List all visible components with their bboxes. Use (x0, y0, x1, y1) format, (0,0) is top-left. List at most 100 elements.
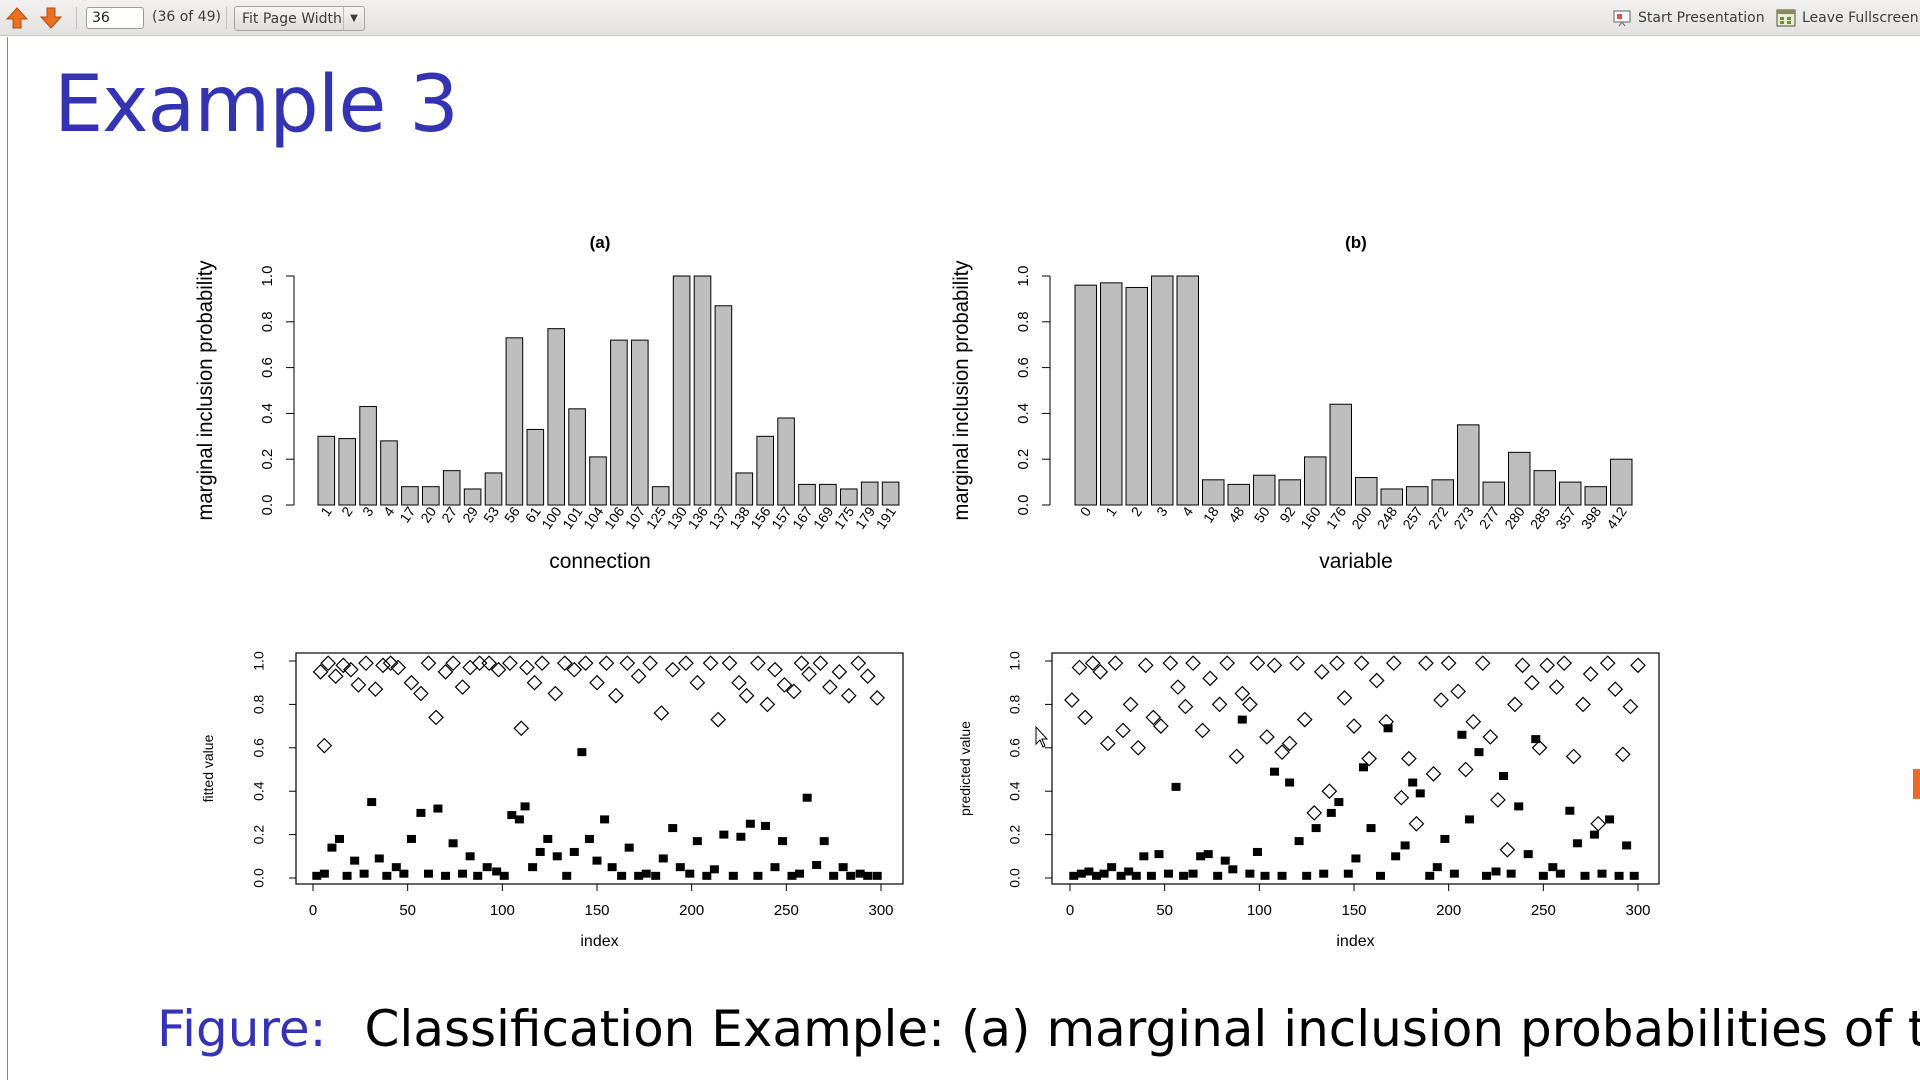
zoom-select[interactable]: Fit Page Width ▼ (234, 6, 365, 31)
open-diamond-point (1115, 722, 1131, 739)
open-diamond-point (1313, 664, 1330, 680)
filled-square-point (1294, 837, 1304, 846)
bar (1278, 479, 1301, 506)
x-axis-label: index (580, 933, 618, 950)
x-tick-label: 50 (1251, 503, 1273, 525)
x-tick-label: 4 (380, 504, 398, 520)
bar (881, 481, 900, 506)
x-tick-label: 257 (1399, 503, 1426, 531)
open-diamond-point (490, 661, 507, 678)
x-tick-label: 398 (1578, 503, 1605, 531)
filled-square-point (1084, 867, 1094, 876)
open-diamond-point (1306, 805, 1323, 821)
open-diamond-point (343, 661, 359, 678)
open-diamond-point (1122, 696, 1139, 713)
filled-square-point (1131, 871, 1141, 880)
fullscreen-icon (1776, 9, 1796, 27)
filled-square-point (1457, 730, 1467, 739)
bar (714, 305, 733, 506)
filled-square-point (391, 863, 401, 872)
filled-square-point (1555, 869, 1565, 878)
x-tick-label: 357 (1552, 503, 1579, 531)
x-tick-label: 3 (1153, 504, 1171, 520)
open-diamond-point (502, 655, 518, 672)
y-tick-label: 0.0 (259, 495, 276, 516)
x-axis-label: variable (1319, 550, 1393, 573)
filled-square-point (1548, 863, 1558, 872)
filled-square-point (819, 837, 829, 846)
x-tick-label: 56 (501, 503, 523, 525)
filled-square-point (535, 847, 545, 856)
x-tick-label: 250 (774, 902, 799, 919)
open-diamond-point (462, 659, 478, 676)
y-tick-label: 0.2 (1007, 825, 1023, 845)
figure-caption: Figure: Classification Example: (a) margi… (157, 1000, 1920, 1058)
bar (505, 337, 524, 506)
open-diamond-point (1353, 655, 1370, 672)
filled-square-point (1499, 772, 1509, 781)
filled-square-point (675, 863, 685, 872)
x-tick-label: 169 (810, 503, 837, 531)
toolbar-separator (76, 7, 77, 29)
open-diamond-point (1507, 696, 1523, 713)
filled-square-point (1237, 715, 1247, 724)
open-diamond-point (1145, 709, 1162, 726)
bar (860, 481, 879, 506)
x-tick-label: 2 (1128, 504, 1146, 520)
filled-square-point (448, 839, 458, 848)
slide-title: Example 3 (54, 60, 459, 150)
open-diamond-point (1211, 696, 1228, 713)
x-tick-label: 130 (664, 503, 691, 531)
open-diamond-point (1425, 765, 1442, 782)
start-presentation-button[interactable]: Start Presentation (1612, 6, 1765, 30)
filled-square-point (465, 852, 475, 861)
open-diamond-point (526, 674, 543, 691)
bar (317, 435, 336, 506)
filled-square-point (1629, 871, 1639, 880)
filled-square-point (1597, 869, 1607, 878)
open-diamond-point (350, 677, 367, 693)
filled-square-point (1343, 869, 1353, 878)
bar (1355, 477, 1378, 506)
bar (1176, 275, 1199, 506)
open-diamond-point (1242, 696, 1258, 713)
bar (484, 472, 503, 506)
open-diamond-point (1465, 713, 1482, 730)
open-diamond-point (678, 655, 694, 672)
x-tick-label: 300 (1625, 902, 1650, 919)
open-diamond-point (519, 659, 535, 676)
bar (840, 488, 858, 506)
filled-square-point (761, 821, 771, 830)
plot-frame (1051, 652, 1660, 885)
filled-square-point (1196, 852, 1206, 861)
filled-square-point (1203, 850, 1213, 859)
y-tick-label: 1.0 (1015, 266, 1032, 287)
x-tick-label: 300 (868, 902, 893, 919)
y-tick-label: 0.0 (251, 868, 267, 888)
open-diamond-point (367, 681, 384, 698)
filled-square-point (1491, 867, 1501, 876)
bar (1202, 479, 1225, 506)
open-diamond-point (759, 696, 776, 713)
open-diamond-point (481, 655, 497, 672)
filled-square-point (1163, 869, 1173, 878)
x-tick-label: 200 (679, 902, 704, 919)
filled-square-point (406, 834, 416, 843)
filled-square-point (1376, 871, 1386, 880)
bar (777, 417, 795, 506)
x-tick-label: 107 (622, 503, 649, 531)
figure-caption-text: Classification Example: (a) marginal inc… (364, 1000, 1920, 1058)
open-diamond-point (428, 709, 444, 726)
bar (798, 483, 816, 506)
filled-square-point (520, 802, 530, 811)
filled-square-point (416, 808, 426, 817)
open-diamond-point (850, 655, 867, 672)
up-arrow-icon[interactable] (4, 6, 30, 30)
page-number-input[interactable] (86, 7, 144, 29)
filled-square-point (399, 869, 409, 878)
bar (1227, 483, 1250, 506)
down-arrow-icon[interactable] (38, 6, 64, 30)
leave-fullscreen-button[interactable]: Leave Fullscreen (1776, 6, 1919, 30)
open-diamond-point (786, 683, 802, 700)
filled-square-point (342, 871, 352, 880)
